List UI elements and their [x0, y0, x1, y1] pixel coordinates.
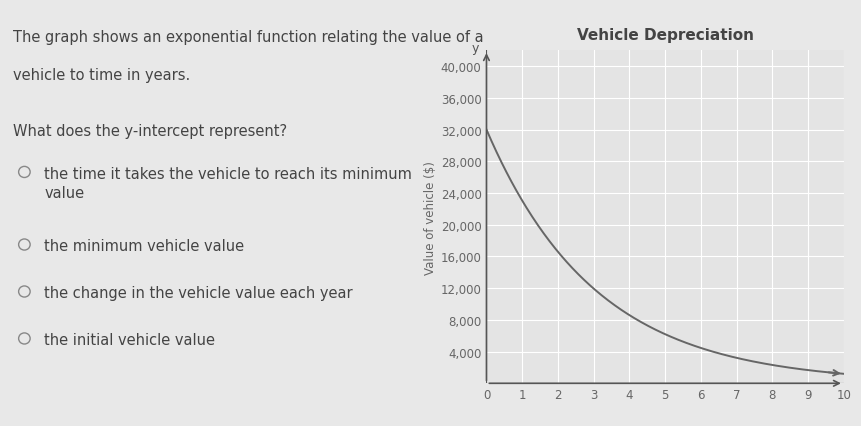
Title: Vehicle Depreciation: Vehicle Depreciation [577, 28, 753, 43]
Text: y: y [472, 41, 480, 55]
Text: the minimum vehicle value: the minimum vehicle value [45, 239, 245, 253]
Text: the time it takes the vehicle to reach its minimum
value: the time it takes the vehicle to reach i… [45, 166, 412, 201]
Text: the initial vehicle value: the initial vehicle value [45, 332, 215, 347]
Text: vehicle to time in years.: vehicle to time in years. [13, 68, 190, 83]
Text: The graph shows an exponential function relating the value of a: The graph shows an exponential function … [13, 30, 484, 45]
Text: What does the y-intercept represent?: What does the y-intercept represent? [13, 124, 288, 138]
Y-axis label: Value of vehicle ($): Value of vehicle ($) [424, 161, 437, 274]
Text: the change in the vehicle value each year: the change in the vehicle value each yea… [45, 285, 353, 300]
